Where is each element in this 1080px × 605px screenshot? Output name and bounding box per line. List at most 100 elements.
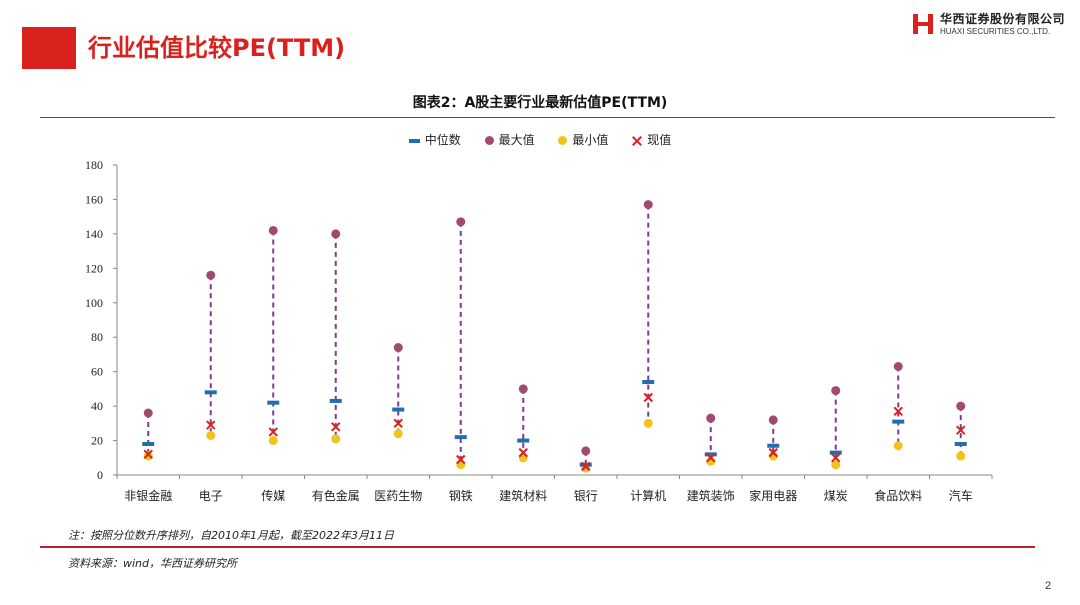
logo-company-name-en: HUAXI SECURITIES CO.,LTD. (940, 27, 1051, 36)
x-category-label: 有色金属 (312, 488, 360, 503)
current-marker-stroke (706, 453, 716, 463)
min-point (956, 451, 966, 461)
x-category-label: 建筑装饰 (687, 488, 735, 503)
title-accent-block (22, 27, 76, 69)
y-tick-label: 40 (91, 399, 103, 413)
y-tick-label: 20 (91, 434, 103, 448)
max-point (456, 217, 466, 227)
max-point (831, 386, 841, 396)
median-marker (579, 462, 592, 467)
chart-legend: 中位数 最大值 最小值 现值 (0, 131, 1080, 148)
median-marker (642, 380, 655, 384)
current-marker (581, 461, 591, 472)
legend-median-label: 中位数 (424, 133, 461, 147)
median-marker (392, 407, 405, 412)
max-point (331, 229, 341, 239)
huaxi-logo-icon (912, 12, 934, 36)
current-marker-stroke (143, 449, 153, 460)
current-marker (643, 392, 653, 403)
min-point (393, 429, 403, 439)
logo-company-name-cn: 华西证券股份有限公司 (940, 12, 1066, 26)
legend-max-swatch (484, 136, 494, 145)
figure-title: 图表2：A股主要行业最新估值PE(TTM) (412, 95, 668, 111)
current-marker (518, 447, 528, 458)
current-marker-stroke (768, 447, 778, 458)
median-marker (267, 400, 280, 405)
current-marker-stroke (831, 453, 841, 463)
slide-title: 行业估值比较PE(TTM) (88, 34, 346, 62)
x-category-label: 家用电器 (749, 488, 797, 503)
x-category-label: 电子 (199, 489, 223, 503)
current-marker-stroke (393, 418, 403, 429)
min-point (268, 436, 278, 446)
legend-current-label: 现值 (647, 133, 672, 147)
median-marker (517, 438, 530, 443)
max-point (143, 408, 153, 418)
x-category-label: 汽车 (949, 488, 973, 503)
y-tick-label: 100 (85, 296, 103, 310)
legend-item-median: 中位数 (408, 131, 461, 148)
page-number: 2 (1045, 580, 1052, 592)
min-point (643, 418, 653, 428)
legend-max-label: 最大值 (498, 133, 535, 147)
y-tick-label: 0 (97, 468, 103, 482)
company-logo: 华西证券股份有限公司 HUAXI SECURITIES CO.,LTD. (912, 10, 1072, 40)
median-marker (142, 442, 155, 446)
x-category-label: 食品饮料 (874, 488, 922, 503)
max-point (518, 384, 528, 394)
current-marker-stroke (456, 454, 466, 465)
max-point (393, 343, 403, 353)
median-marker (892, 419, 905, 424)
current-marker-stroke (581, 461, 591, 472)
max-point (706, 413, 716, 423)
min-point (831, 460, 841, 470)
max-point (206, 270, 216, 280)
min-point (206, 430, 216, 440)
min-point (893, 441, 903, 451)
current-marker (456, 454, 466, 465)
x-category-label: 非银金融 (124, 488, 172, 503)
figure-source: 资料来源：wind，华西证券研究所 (68, 557, 238, 570)
x-category-label: 建筑材料 (499, 488, 547, 503)
max-point (643, 200, 653, 210)
y-tick-label: 160 (85, 192, 103, 206)
min-point (331, 434, 341, 444)
legend-min-label: 最小值 (572, 133, 609, 147)
current-marker (268, 427, 278, 437)
median-marker (954, 442, 967, 446)
x-category-label: 医药生物 (374, 489, 422, 503)
y-tick-label: 60 (91, 365, 103, 379)
current-marker (331, 422, 341, 432)
median-marker (704, 452, 717, 457)
median-marker (767, 443, 780, 448)
max-point (581, 446, 591, 456)
current-marker-stroke (893, 406, 903, 416)
x-category-label: 煤炭 (824, 489, 848, 503)
legend-item-current: 现值 (632, 131, 671, 148)
y-tick-label: 180 (85, 158, 103, 172)
current-marker-stroke (206, 420, 216, 430)
legend-median-swatch (408, 138, 420, 143)
top-divider (40, 117, 1055, 118)
x-category-label: 银行 (574, 489, 598, 503)
figure-note: 注：按照分位数升序排列，自2010年1月起，截至2022年3月11日 (68, 529, 394, 542)
x-category-label: 传媒 (261, 488, 285, 503)
median-marker (204, 390, 217, 395)
x-category-label: 钢铁 (449, 489, 473, 503)
y-tick-label: 80 (91, 330, 103, 344)
max-point (893, 362, 903, 371)
legend-item-min: 最小值 (558, 131, 608, 148)
current-marker-stroke (268, 427, 278, 437)
max-point (268, 225, 278, 235)
current-marker (393, 418, 403, 429)
median-marker (454, 435, 467, 440)
x-category-label: 计算机 (630, 488, 666, 503)
median-marker (329, 398, 342, 403)
current-marker (206, 420, 216, 430)
max-point (768, 415, 778, 425)
y-tick-label: 140 (85, 227, 103, 241)
current-marker-stroke (518, 447, 528, 458)
current-marker (893, 406, 903, 416)
current-marker (768, 447, 778, 458)
